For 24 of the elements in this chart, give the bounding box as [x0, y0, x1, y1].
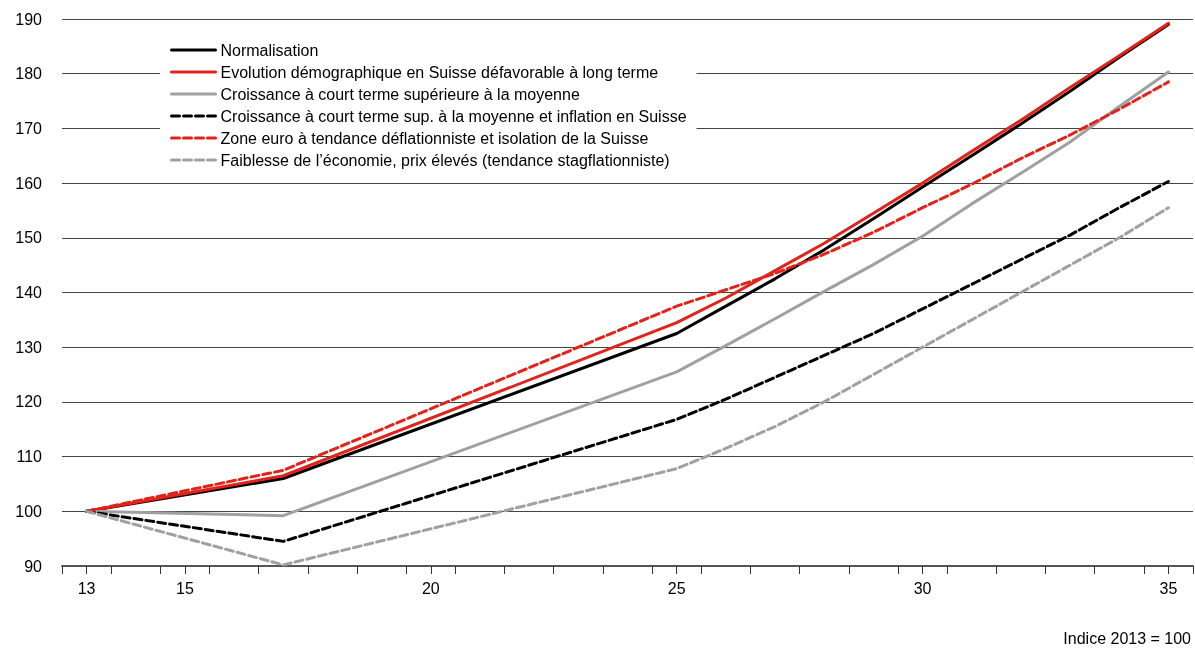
x-tick-label: 30 [913, 579, 932, 597]
y-tick-label: 100 [15, 502, 43, 520]
x-tick-label: 25 [667, 579, 686, 597]
legend-label: Normalisation [220, 41, 319, 59]
legend-label: Faiblesse de l’économie, prix élevés (tendance stagflationniste) [220, 151, 670, 169]
y-tick-label: 180 [15, 65, 43, 83]
y-tick-label: 140 [15, 284, 43, 301]
x-tick-label: 13 [77, 579, 96, 597]
y-tick-label: 120 [15, 393, 43, 411]
text: Indice 2013 = 100 [1063, 629, 1192, 647]
legend-label: Croissance à court terme supérieure à la moyenne [220, 85, 580, 103]
legend-label: Zone euro à tendance déflationniste et isolation de la Suisse [220, 129, 649, 147]
x-tick-label: 15 [176, 579, 194, 597]
legend-label: Evolution démographique en Suisse défavorable à long terme [220, 63, 659, 81]
y-tick-label: 110 [16, 448, 43, 466]
x-tick-label: 20 [421, 579, 440, 597]
x-tick-label: 35 [1159, 579, 1178, 597]
y-tick-label: 90 [24, 557, 43, 575]
y-tick-label: 130 [15, 338, 43, 356]
y-tick-label: 160 [15, 174, 43, 192]
y-tick-label: 190 [15, 10, 43, 28]
y-tick-label: 150 [15, 229, 43, 247]
y-tick-label: 170 [15, 119, 43, 137]
legend-label: Croissance à court terme sup. à la moyenne et inflation en Suisse [220, 107, 687, 125]
